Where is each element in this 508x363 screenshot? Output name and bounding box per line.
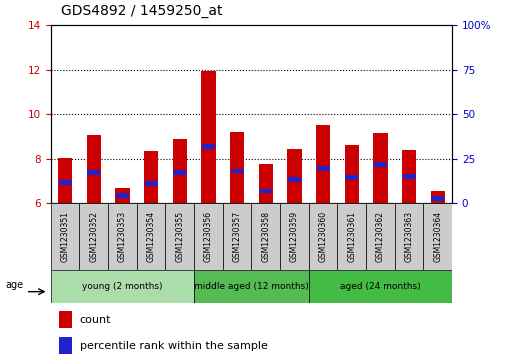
Bar xyxy=(431,191,445,203)
Bar xyxy=(51,270,194,303)
Bar xyxy=(230,132,244,203)
Text: middle aged (12 months): middle aged (12 months) xyxy=(194,282,309,291)
Bar xyxy=(116,193,129,198)
Text: GSM1230359: GSM1230359 xyxy=(290,211,299,262)
Bar xyxy=(173,170,186,175)
Bar xyxy=(345,175,358,180)
Text: GSM1230361: GSM1230361 xyxy=(347,211,356,262)
Bar xyxy=(251,203,280,270)
Text: GDS4892 / 1459250_at: GDS4892 / 1459250_at xyxy=(61,4,223,18)
Bar xyxy=(309,270,452,303)
Text: GSM1230362: GSM1230362 xyxy=(376,211,385,262)
Bar xyxy=(288,149,302,203)
Text: GSM1230352: GSM1230352 xyxy=(89,211,99,262)
Bar xyxy=(373,133,388,203)
Bar xyxy=(87,135,101,203)
Bar xyxy=(344,146,359,203)
Bar xyxy=(194,270,309,303)
Bar xyxy=(260,189,272,193)
Bar xyxy=(79,203,108,270)
Bar xyxy=(374,162,387,167)
Bar xyxy=(366,203,395,270)
Text: aged (24 months): aged (24 months) xyxy=(340,282,421,291)
Bar xyxy=(402,150,416,203)
Bar xyxy=(115,188,130,203)
Bar xyxy=(288,178,301,182)
Bar xyxy=(145,181,157,186)
Bar xyxy=(201,71,215,203)
Text: GSM1230363: GSM1230363 xyxy=(404,211,414,262)
Bar xyxy=(137,203,166,270)
Text: GSM1230356: GSM1230356 xyxy=(204,211,213,262)
Bar xyxy=(144,151,158,203)
Bar xyxy=(259,164,273,203)
Bar xyxy=(424,203,452,270)
Text: GSM1230360: GSM1230360 xyxy=(319,211,328,262)
Bar xyxy=(58,158,72,203)
Bar xyxy=(59,337,72,354)
Bar xyxy=(316,166,330,171)
Text: GSM1230355: GSM1230355 xyxy=(175,211,184,262)
Bar xyxy=(194,203,223,270)
Bar xyxy=(59,180,72,185)
Bar xyxy=(431,196,444,201)
Bar xyxy=(173,139,187,203)
Bar xyxy=(51,203,79,270)
Bar xyxy=(108,203,137,270)
Text: GSM1230357: GSM1230357 xyxy=(233,211,242,262)
Bar xyxy=(166,203,194,270)
Text: GSM1230353: GSM1230353 xyxy=(118,211,127,262)
Text: GSM1230358: GSM1230358 xyxy=(261,211,270,262)
Text: age: age xyxy=(5,280,23,290)
Text: GSM1230364: GSM1230364 xyxy=(433,211,442,262)
Bar xyxy=(231,168,243,174)
Text: percentile rank within the sample: percentile rank within the sample xyxy=(80,340,268,351)
Text: GSM1230351: GSM1230351 xyxy=(60,211,70,262)
Text: GSM1230354: GSM1230354 xyxy=(147,211,155,262)
Bar xyxy=(202,144,215,149)
Bar xyxy=(280,203,309,270)
Bar xyxy=(309,203,337,270)
Bar xyxy=(59,311,72,328)
Bar xyxy=(223,203,251,270)
Text: count: count xyxy=(80,315,111,325)
Bar xyxy=(316,126,330,203)
Bar xyxy=(87,170,100,175)
Bar xyxy=(337,203,366,270)
Bar xyxy=(395,203,424,270)
Text: young (2 months): young (2 months) xyxy=(82,282,163,291)
Bar xyxy=(403,174,416,179)
